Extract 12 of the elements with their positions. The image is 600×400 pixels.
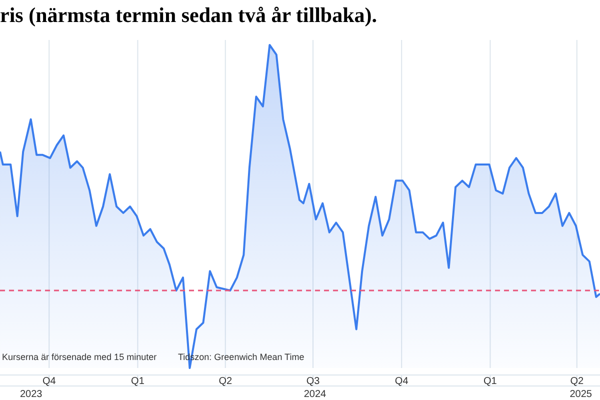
chart-title: ris (närmsta termin sedan två år tillbaka). <box>0 3 378 27</box>
x-tick-label: Q1 <box>484 376 498 387</box>
x-tick-label: Q4 <box>42 376 56 387</box>
x-tick-label: Q3 <box>306 376 320 387</box>
x-tick-label: Q2 <box>570 376 584 387</box>
text: 2024 <box>304 389 327 400</box>
x-tick-label: Q2 <box>218 376 232 387</box>
text: 2025 <box>570 389 592 400</box>
annotation: Kurserna är försenade med 15 minuter <box>2 352 157 362</box>
x-tick-label: Q4 <box>394 376 409 387</box>
text: 2023 <box>20 389 43 400</box>
x-tick-label: Q1 <box>131 376 145 387</box>
